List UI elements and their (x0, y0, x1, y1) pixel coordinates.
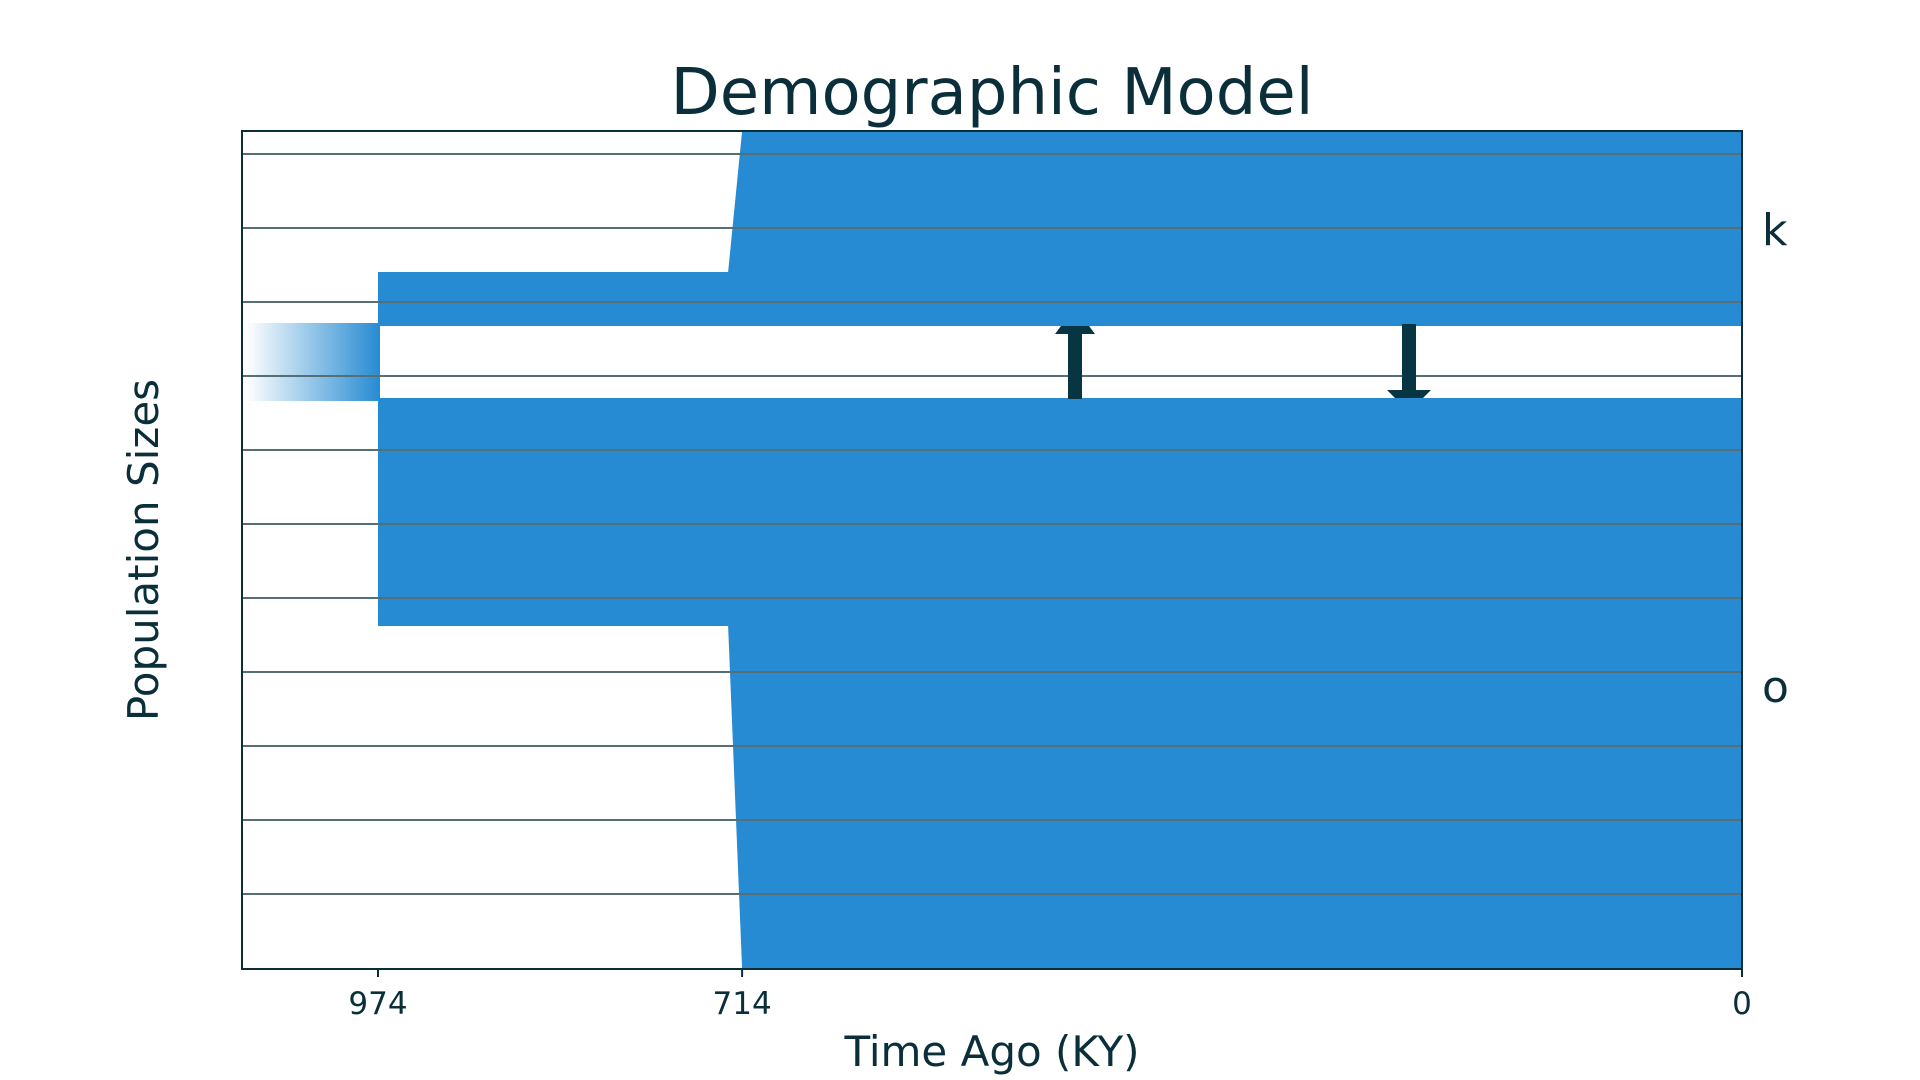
population-shapes (246, 131, 1742, 969)
population-o-band (378, 398, 1742, 969)
plot-frame (241, 130, 1743, 970)
chart-title: Demographic Model (671, 56, 1314, 130)
x-tick-label: 714 (713, 986, 772, 1022)
migration-arrow-o-to-k (1055, 326, 1095, 399)
grid-lines (242, 153, 1742, 895)
x-tick-label: 974 (348, 986, 407, 1022)
x-axis-ticks: 974 714 0 (348, 969, 1752, 1022)
ancestral-population-band (246, 323, 380, 401)
x-axis-label: Time Ago (KY) (843, 1027, 1139, 1076)
population-label-o: o (1762, 662, 1789, 713)
population-label-k: k (1762, 205, 1788, 256)
migration-arrow-k-to-o (1387, 324, 1431, 398)
y-axis-label: Population Sizes (119, 379, 168, 721)
migration-arrows (1055, 324, 1431, 399)
x-tick-label: 0 (1732, 986, 1752, 1022)
